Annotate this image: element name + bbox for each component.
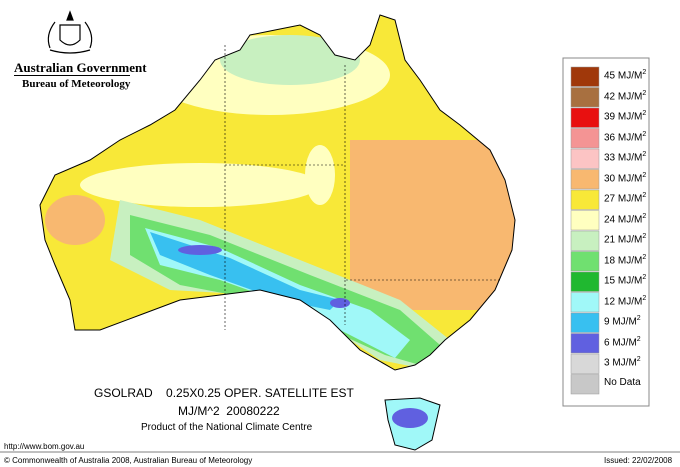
issued-date: Issued: 22/02/2008: [604, 456, 673, 465]
legend-text: 27 MJ/M: [604, 193, 643, 205]
header-rule: [14, 75, 130, 76]
legend-label: 3 MJ/M2: [604, 356, 641, 368]
legend-text: 6 MJ/M: [604, 336, 637, 348]
legend-swatch: [570, 107, 600, 128]
legend-label: 12 MJ/M2: [604, 295, 646, 307]
legend-superscript: 2: [642, 89, 647, 97]
legend-superscript: 2: [642, 110, 647, 117]
legend-text: No Data: [604, 376, 641, 388]
legend-swatch: [570, 251, 600, 272]
caption-line: Product of the National Climate Centre: [141, 422, 313, 433]
legend-superscript: 2: [642, 192, 647, 199]
legend-superscript: 2: [642, 130, 647, 138]
legend-swatch: [570, 210, 600, 231]
legend-label: 33 MJ/M2: [604, 151, 646, 163]
legend-swatch: [570, 87, 600, 108]
legend-swatch: [570, 271, 600, 292]
legend-swatch: [570, 312, 600, 333]
legend-swatch: [570, 353, 600, 374]
legend-text: 36 MJ/M: [604, 131, 643, 143]
legend-text: 45 MJ/M: [604, 70, 643, 82]
legend-superscript: 2: [636, 335, 641, 343]
state-borders: [224, 45, 500, 330]
coat-of-arms: [47, 10, 93, 54]
agency-name: Bureau of Meteorology: [22, 78, 131, 90]
legend-label: 36 MJ/M2: [604, 131, 646, 143]
legend-text: 33 MJ/M: [604, 152, 643, 164]
legend-label: 6 MJ/M2: [604, 336, 641, 348]
legend-label: 18 MJ/M2: [604, 254, 646, 266]
legend-text: 18 MJ/M: [604, 254, 643, 266]
government-name: Australian Government: [14, 60, 147, 75]
legend-swatch: [570, 169, 600, 190]
legend-label: 21 MJ/M2: [604, 233, 646, 245]
legend-text: 9 MJ/M: [604, 316, 637, 328]
legend-text: 21 MJ/M: [604, 234, 643, 246]
legend-swatch: [570, 189, 600, 210]
legend-label: 15 MJ/M2: [604, 274, 646, 286]
legend-label: 39 MJ/M2: [604, 110, 646, 122]
legend-label: 27 MJ/M2: [604, 192, 646, 204]
legend-text: 15 MJ/M: [604, 275, 643, 287]
legend-text: 30 MJ/M: [604, 172, 643, 184]
legend-label: 30 MJ/M2: [604, 172, 646, 184]
legend-label: No Data: [604, 377, 641, 388]
legend-superscript: 2: [642, 151, 647, 158]
legend-superscript: 2: [642, 69, 647, 76]
legend-swatch: [570, 230, 600, 251]
legend-label: 9 MJ/M2: [604, 315, 641, 327]
legend-text: 12 MJ/M: [604, 295, 643, 307]
legend-text: 3 MJ/M: [604, 357, 637, 369]
legend-superscript: 2: [642, 212, 647, 220]
legend-swatch: [570, 374, 600, 395]
legend-swatch: [570, 148, 600, 169]
legend-superscript: 2: [642, 171, 647, 179]
legend-superscript: 2: [642, 294, 647, 302]
legend-swatch: [570, 128, 600, 149]
legend-swatch: [570, 333, 600, 354]
legend-superscript: 2: [636, 315, 641, 322]
copyright: © Commonwealth of Australia 2008, Austra…: [4, 456, 253, 465]
legend-text: 24 MJ/M: [604, 213, 643, 225]
legend-text: 39 MJ/M: [604, 111, 643, 123]
legend-label: 42 MJ/M2: [604, 90, 646, 102]
legend-superscript: 2: [642, 253, 647, 261]
coastline: [39, 14, 516, 451]
legend-superscript: 2: [642, 233, 647, 240]
legend-swatch: [570, 292, 600, 313]
caption-line: MJ/M^2 20080222: [178, 404, 280, 418]
legend-swatch: [570, 66, 600, 87]
legend-superscript: 2: [642, 274, 647, 281]
legend-label: 24 MJ/M2: [604, 213, 646, 225]
caption-line: GSOLRAD 0.25X0.25 OPER. SATELLITE EST: [94, 386, 354, 400]
legend-superscript: 2: [636, 356, 641, 363]
legend-label: 45 MJ/M2: [604, 69, 646, 81]
legend-text: 42 MJ/M: [604, 90, 643, 102]
url: http://www.bom.gov.au: [4, 442, 85, 451]
